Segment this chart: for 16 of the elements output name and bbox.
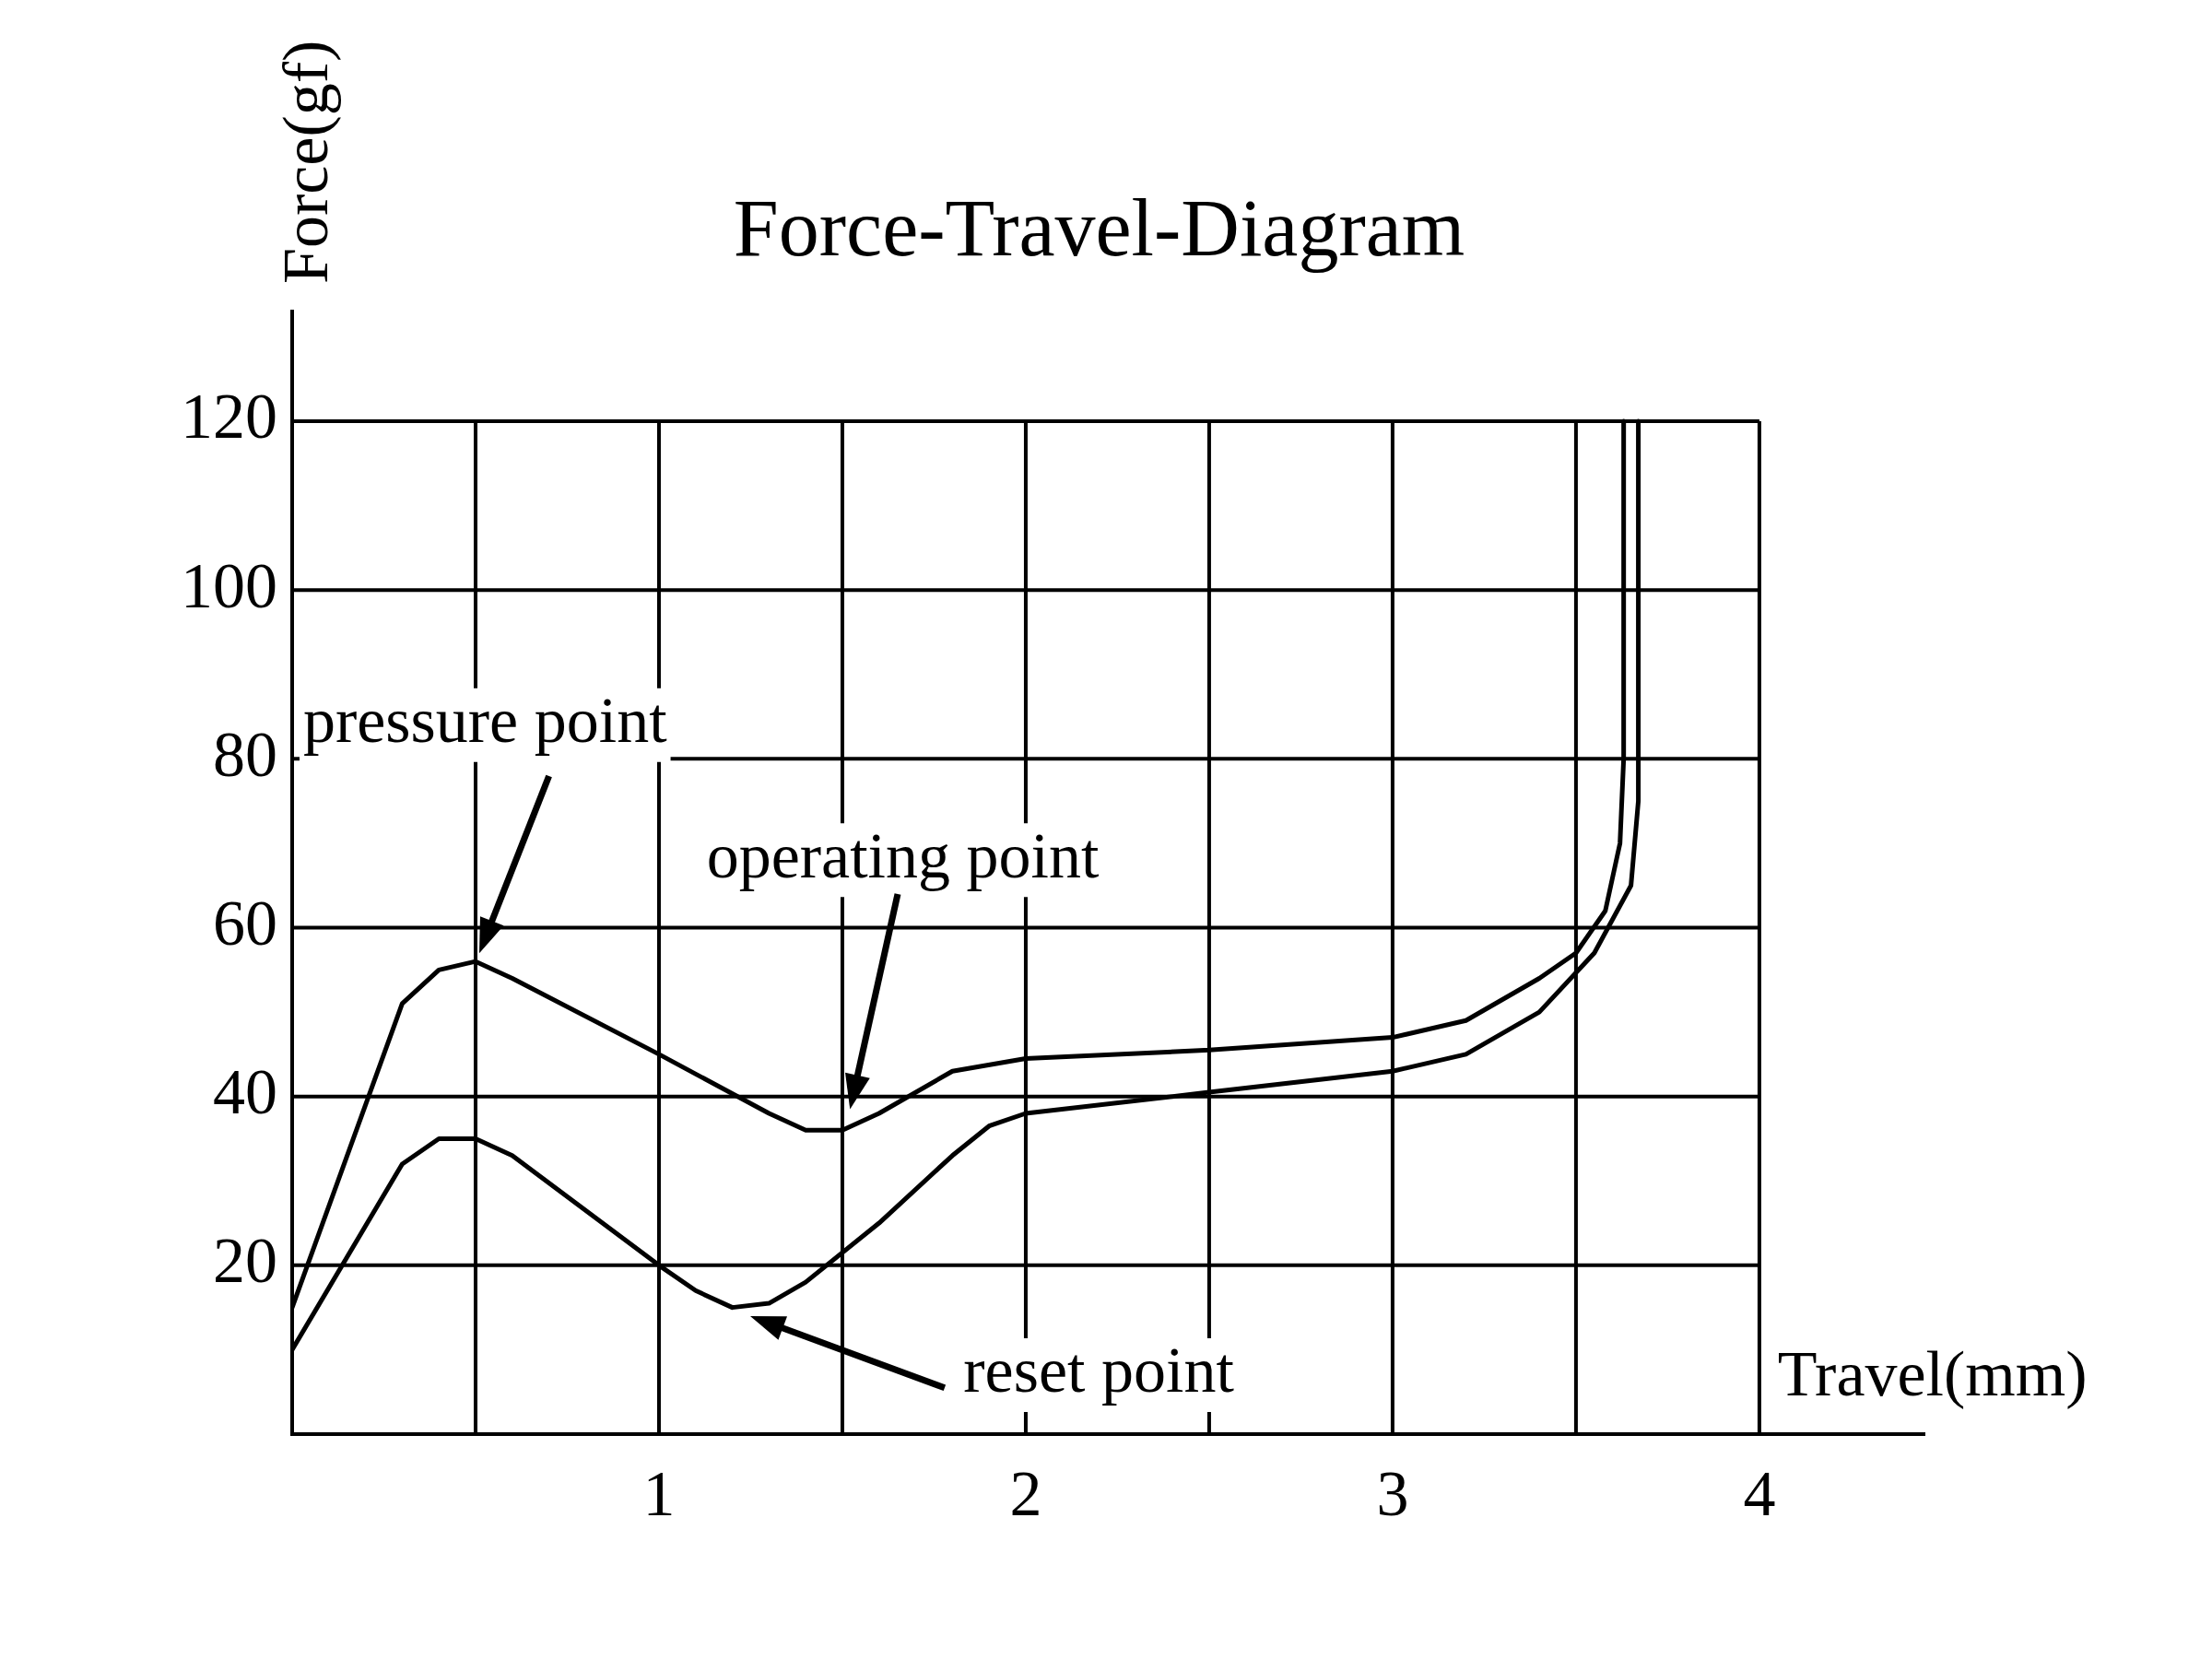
annotation: operating point (706, 819, 1100, 891)
annotation: reset point (963, 1335, 1235, 1406)
x-tick-label: 4 (1743, 1458, 1776, 1530)
y-tick-label: 20 (213, 1225, 277, 1297)
y-tick-label: 100 (181, 549, 277, 621)
x-tick-label: 1 (642, 1458, 676, 1530)
annotation: pressure point (302, 685, 668, 757)
x-axis-title: Travel(mm) (1777, 1338, 2088, 1410)
x-tick-label: 2 (1009, 1458, 1042, 1530)
y-axis-title: Force(gf) (270, 40, 342, 284)
y-tick-label: 120 (181, 381, 277, 453)
y-tick-label: 40 (213, 1056, 277, 1128)
y-tick-label: 80 (213, 718, 277, 790)
x-tick-label: 3 (1376, 1458, 1409, 1530)
y-tick-label: 60 (213, 887, 277, 959)
chart-title: Force-Travel-Diagram (733, 183, 1465, 274)
